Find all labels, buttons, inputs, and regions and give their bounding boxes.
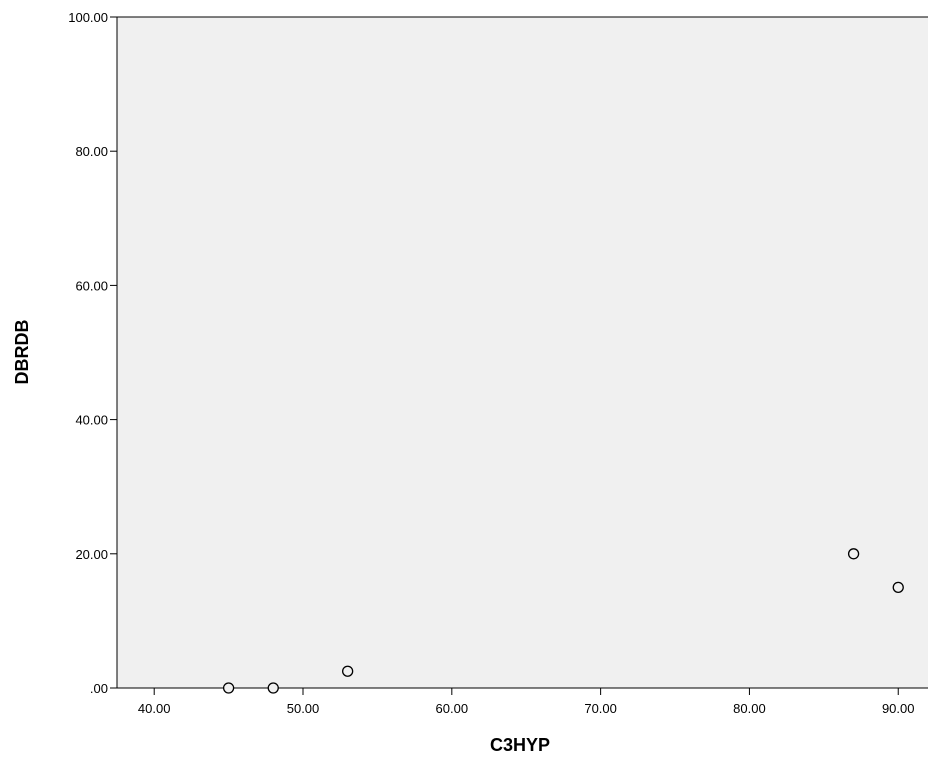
y-tick-label: 20.00 — [75, 547, 108, 562]
x-tick-label: 50.00 — [287, 701, 320, 716]
data-point — [222, 682, 235, 694]
y-tick-label: 100.00 — [68, 10, 108, 25]
data-point — [342, 665, 354, 677]
data-points — [222, 548, 904, 694]
x-tick-label: 60.00 — [436, 701, 469, 716]
x-tick-label: 80.00 — [733, 701, 766, 716]
y-tick-label: 60.00 — [75, 278, 108, 293]
y-tick-label: 80.00 — [75, 144, 108, 159]
x-axis-ticks: 40.00 50.00 60.00 70.00 80.00 90.00 — [138, 688, 915, 716]
x-tick-label: 70.00 — [584, 701, 617, 716]
y-axis-ticks: .00 20.00 40.00 60.00 80.00 100.00 — [68, 10, 117, 696]
x-tick-label: 40.00 — [138, 701, 171, 716]
y-tick-label: .00 — [90, 681, 108, 696]
x-tick-label: 90.00 — [882, 701, 915, 716]
y-tick-label: 40.00 — [75, 413, 108, 428]
y-axis-title: DBRDB — [12, 320, 32, 385]
data-point — [267, 682, 279, 694]
data-point — [892, 581, 904, 593]
plot-area — [117, 17, 928, 688]
x-axis-title: C3HYP — [490, 735, 550, 755]
data-point — [847, 548, 860, 560]
